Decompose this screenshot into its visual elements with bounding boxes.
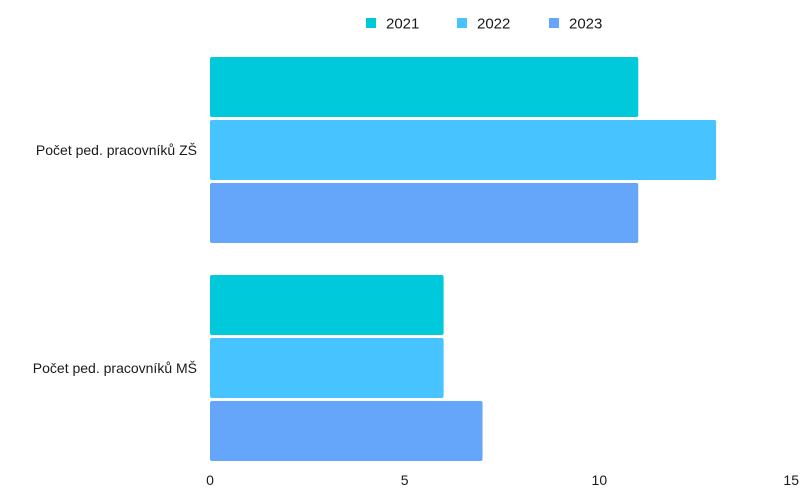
legend-label-2023: 2023	[569, 16, 602, 33]
bar-2021-2	[210, 275, 444, 335]
x-axis-ticks: 0 5 10 15	[206, 472, 799, 488]
x-tick-label-5: 5	[401, 472, 409, 488]
category-label-2: Počet ped. pracovníků MŠ	[33, 360, 197, 376]
category-labels: Počet ped. pracovníků ZŠ Počet ped. praco…	[33, 142, 197, 376]
x-tick-label-15: 15	[783, 472, 799, 488]
legend-label-2021: 2021	[386, 16, 419, 33]
x-tick-label-10: 10	[592, 472, 608, 488]
bar-2021-1	[210, 57, 639, 117]
legend-label-2022: 2022	[477, 16, 510, 33]
legend-swatch-2022	[457, 18, 467, 28]
bar-2022-2	[210, 338, 444, 398]
category-label-1: Počet ped. pracovníků ZŠ	[36, 142, 197, 158]
bar-2022-1	[210, 120, 717, 180]
bar-2023-1	[210, 183, 639, 243]
bar-2023-2	[210, 401, 483, 461]
legend-swatch-2023	[549, 18, 559, 28]
x-tick-label-0: 0	[206, 472, 214, 488]
legend-swatch-2021	[366, 18, 376, 28]
bars	[210, 57, 717, 461]
legend: 2021 2022 2023	[366, 16, 602, 33]
